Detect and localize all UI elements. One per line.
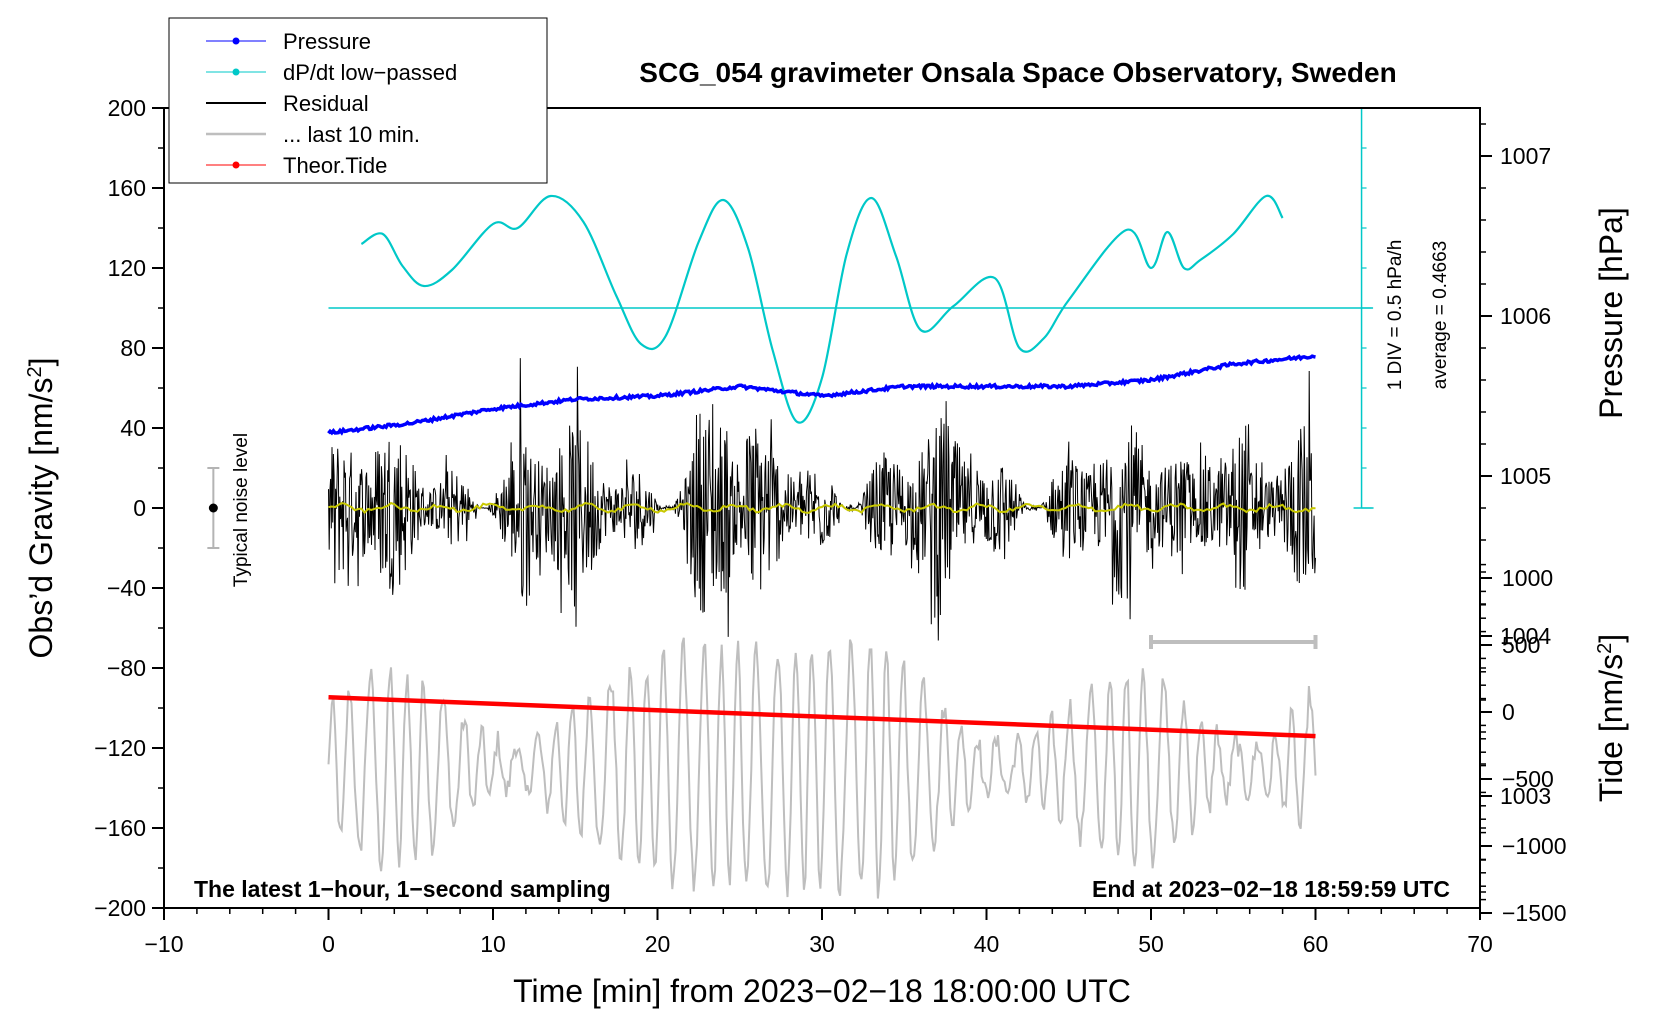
x-tick-label: 50 — [1138, 931, 1164, 957]
x-tick-label: 10 — [480, 931, 506, 957]
last-10-min-marker — [1149, 635, 1318, 649]
y-axis-left-title-end: ] — [23, 358, 59, 367]
x-axis-title: Time [min] from 2023−02−18 18:00:00 UTC — [513, 973, 1131, 1009]
y-tick-label: 160 — [108, 175, 146, 201]
tide-axis-title-end: ] — [1593, 634, 1629, 643]
x-tick-label: 70 — [1467, 931, 1493, 957]
tide-tick-label: −500 — [1502, 766, 1554, 792]
x-tick-label: 20 — [645, 931, 671, 957]
legend-marker — [232, 68, 240, 76]
legend-label: ... last 10 min. — [283, 122, 420, 147]
tide-axis-title-main: Tide [nm/s — [1593, 654, 1629, 802]
pressure-tick-label: 1005 — [1500, 463, 1551, 489]
legend-items: Pressure dP/dt low−passed Residual ... last… — [206, 29, 457, 178]
x-axis: −10 0 10 20 30 40 50 60 70 — [144, 908, 1493, 957]
pressure-series — [327, 354, 1316, 436]
pressure-tick-label: 1006 — [1500, 303, 1551, 329]
y-tick-label: −40 — [107, 575, 146, 601]
x-tick-label: −10 — [144, 931, 183, 957]
legend-label: dP/dt low−passed — [283, 60, 457, 85]
y-tick-label: −120 — [94, 735, 146, 761]
y-tick-label: −160 — [94, 815, 146, 841]
residual-line — [328, 358, 1316, 641]
pressure-line — [327, 354, 1316, 436]
noise-level-indicator — [207, 467, 220, 549]
y-tick-label: 40 — [120, 415, 146, 441]
dpdt-line — [360, 194, 1284, 424]
legend-label: Pressure — [283, 29, 371, 54]
bottom-left-note: The latest 1−hour, 1−second sampling — [194, 876, 611, 902]
tide-tick-label: −1500 — [1502, 900, 1567, 926]
tide-tick-label: 0 — [1502, 699, 1515, 725]
y-axis-left-title: Obs’d Gravity [nm/s2] — [23, 358, 59, 659]
tide-tick-label: 1000 — [1502, 565, 1553, 591]
legend-label: Theor.Tide — [283, 153, 387, 178]
y-axis-left-title-main: Obs’d Gravity [nm/s — [23, 378, 59, 659]
last-10-min-line — [327, 637, 1317, 899]
chart-title: SCG_054 gravimeter Onsala Space Observat… — [639, 57, 1396, 88]
x-tick-label: 30 — [809, 931, 835, 957]
y-axis-left-title-sup: 2 — [24, 366, 46, 377]
pressure-tick-label: 1007 — [1500, 143, 1551, 169]
tide-axis: −1500 −1000 −500 0 500 1000 — [1480, 563, 1567, 926]
residual-mean-line — [328, 501, 1316, 515]
y-tick-label: −200 — [94, 895, 146, 921]
pressure-tick-label: 1004 — [1500, 623, 1551, 649]
legend-box — [168, 17, 548, 184]
pressure-axis-title: Pressure [hPa] — [1593, 207, 1629, 419]
y-tick-label: −80 — [107, 655, 146, 681]
tide-tick-label: −1000 — [1502, 833, 1567, 859]
theor-tide-series — [328, 695, 1316, 739]
bottom-right-note: End at 2023−02−18 18:59:59 UTC — [1092, 876, 1450, 902]
legend: Pressure dP/dt low−passed Residual ... last… — [168, 17, 548, 184]
residual-mean-series — [328, 501, 1316, 515]
dpdt-series — [360, 194, 1284, 424]
tide-axis-title: Tide [nm/s2] — [1593, 634, 1629, 802]
noise-level-label: Typical noise level — [231, 433, 252, 587]
pressure-axis: 1003 1004 1005 1006 1007 — [1480, 123, 1551, 893]
pressure-tick-label: 1003 — [1500, 783, 1551, 809]
tide-tick-label: 500 — [1502, 632, 1540, 658]
y-tick-label: 80 — [120, 335, 146, 361]
theor-tide-line — [328, 695, 1316, 739]
tide-axis-title-sup: 2 — [1594, 643, 1616, 654]
x-tick-label: 60 — [1303, 931, 1329, 957]
y-tick-label: 0 — [133, 495, 146, 521]
y-tick-label: 200 — [108, 95, 146, 121]
residual-series — [328, 358, 1316, 641]
x-tick-label: 0 — [322, 931, 335, 957]
dpdt-scale-label: 1 DIV = 0.5 hPa/h — [1385, 240, 1406, 391]
dpdt-average-label: average = 0.4663 — [1430, 241, 1451, 389]
noise-bar-center — [208, 503, 218, 513]
y-tick-label: 120 — [108, 255, 146, 281]
y-axis-left: −200 −160 −120 −80 −40 0 40 80 120 160 200 — [94, 95, 164, 921]
last-10-min-series — [327, 637, 1317, 899]
legend-label: Residual — [283, 91, 369, 116]
legend-marker — [232, 37, 240, 45]
legend-marker — [232, 161, 240, 169]
x-tick-label: 40 — [974, 931, 1000, 957]
